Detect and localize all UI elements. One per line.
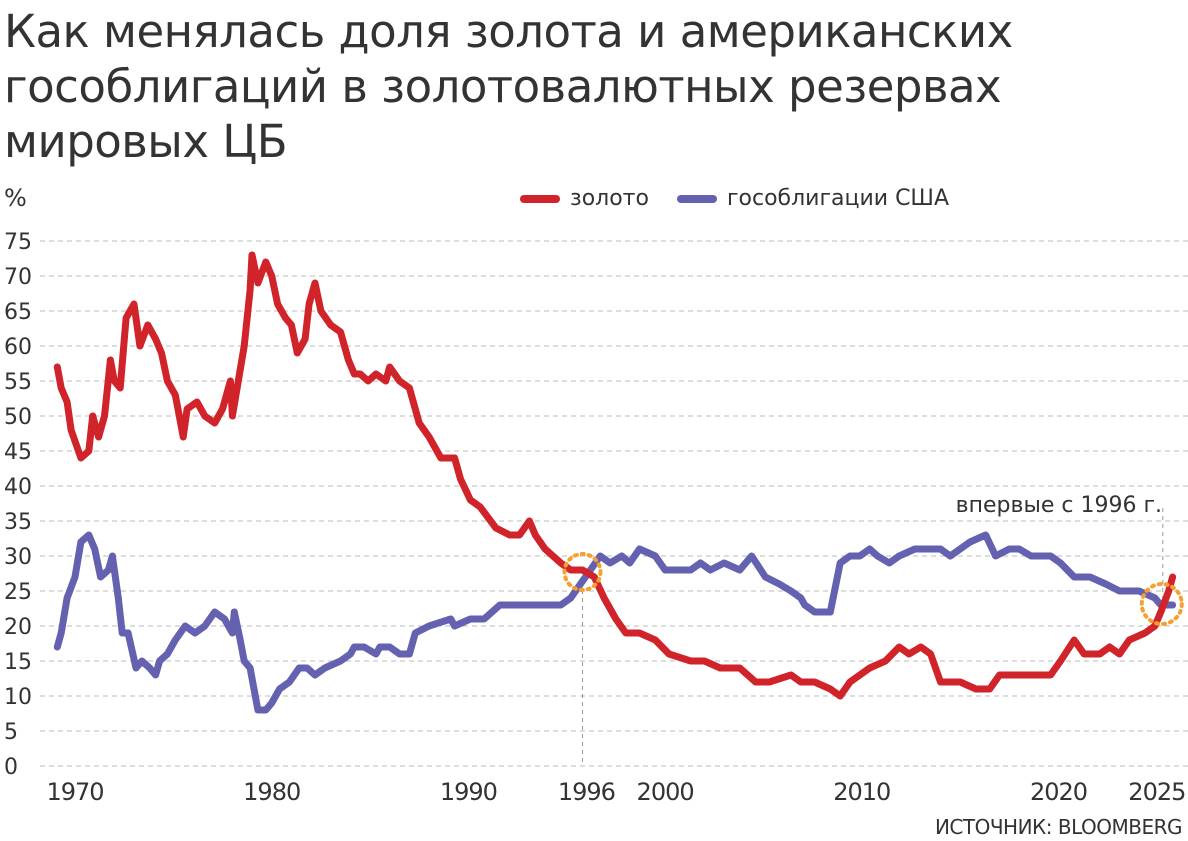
y-tick-label: 65 bbox=[4, 300, 32, 325]
y-tick-label: 0 bbox=[4, 755, 18, 780]
legend-swatch-treasuries bbox=[676, 194, 717, 203]
y-tick-label: 30 bbox=[4, 545, 32, 570]
y-tick-label: 5 bbox=[4, 720, 18, 745]
y-tick-label: 75 bbox=[4, 230, 32, 255]
crossing-highlight-1996 bbox=[562, 552, 603, 592]
x-tick-label: 2000 bbox=[637, 778, 694, 806]
legend-label-gold: золото bbox=[570, 186, 649, 211]
source-note: ИСТОЧНИК: BLOOMBERG bbox=[934, 815, 1183, 839]
x-tick-label: 1970 bbox=[46, 778, 103, 806]
treasuries-line bbox=[53, 531, 1177, 714]
y-axis-unit: % bbox=[4, 184, 27, 212]
x-tick-label: 1980 bbox=[243, 778, 300, 806]
title-line: мировых ЦБ bbox=[4, 115, 288, 168]
y-tick-label: 50 bbox=[4, 405, 32, 430]
gold-line bbox=[53, 251, 1177, 700]
y-tick-label: 20 bbox=[4, 615, 32, 640]
y-tick-label: 10 bbox=[4, 685, 32, 710]
y-tick-label: 55 bbox=[4, 370, 32, 395]
x-tick-label: 1996 bbox=[558, 778, 615, 806]
y-tick-label: 60 bbox=[4, 335, 32, 360]
legend-item-treasuries: гособлигации США bbox=[676, 186, 950, 211]
legend: золото гособлигации США bbox=[520, 186, 949, 211]
x-tick-label: 2010 bbox=[833, 778, 890, 806]
title-line: гособлигаций в золотовалютных резервах bbox=[4, 60, 1002, 113]
legend-swatch-gold bbox=[520, 194, 560, 203]
x-tick-label: 1990 bbox=[440, 778, 497, 806]
y-tick-label: 40 bbox=[4, 475, 32, 500]
x-tick-label: 2020 bbox=[1030, 778, 1087, 806]
crossing-highlight-2025 bbox=[1139, 582, 1184, 626]
y-tick-label: 35 bbox=[4, 510, 32, 535]
chart-title: Как менялась доля золота и американских … bbox=[4, 4, 1104, 169]
annotation-text: впервые с 1996 г. bbox=[956, 493, 1162, 518]
legend-item-gold: золото bbox=[520, 186, 649, 211]
legend-label-treasuries: гособлигации США bbox=[726, 186, 950, 211]
y-tick-label: 25 bbox=[4, 580, 32, 605]
y-tick-label: 70 bbox=[4, 265, 32, 290]
title-line: Как менялась доля золота и американских bbox=[4, 5, 1013, 58]
y-tick-label: 15 bbox=[4, 650, 32, 675]
x-tick-label: 2025 bbox=[1128, 778, 1185, 806]
y-tick-label: 45 bbox=[4, 440, 32, 465]
